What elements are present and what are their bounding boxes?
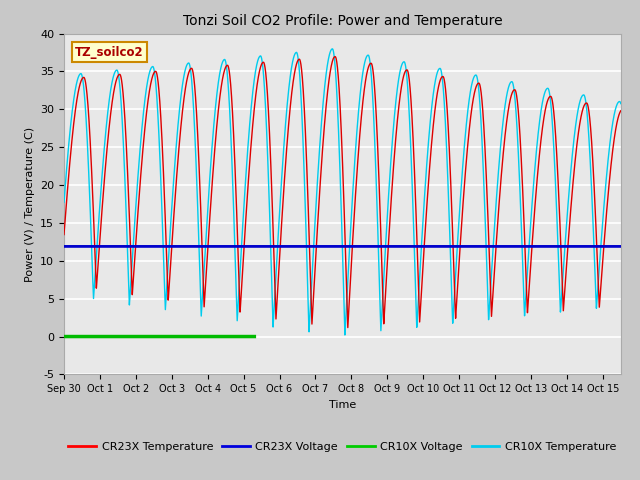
Title: Tonzi Soil CO2 Profile: Power and Temperature: Tonzi Soil CO2 Profile: Power and Temper… [182,14,502,28]
X-axis label: Time: Time [329,400,356,409]
Y-axis label: Power (V) / Temperature (C): Power (V) / Temperature (C) [24,126,35,282]
Legend: CR23X Temperature, CR23X Voltage, CR10X Voltage, CR10X Temperature: CR23X Temperature, CR23X Voltage, CR10X … [64,438,621,457]
Text: TZ_soilco2: TZ_soilco2 [75,46,144,59]
